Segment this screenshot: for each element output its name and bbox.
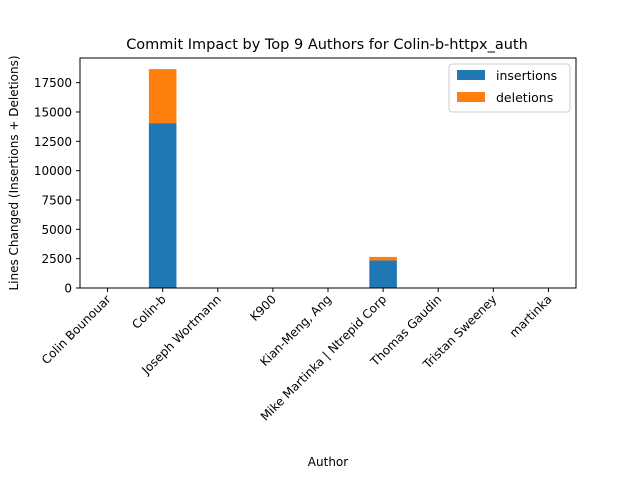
y-axis-title: Lines Changed (Insertions + Deletions) [7, 55, 21, 290]
y-tick-label: 10000 [34, 164, 72, 178]
y-tick-label: 17500 [34, 76, 72, 90]
bar-deletions-colin-b [148, 69, 177, 124]
bar-insertions-colin-b [148, 123, 177, 288]
legend-swatch-insertions [457, 70, 485, 80]
y-axis-ticks: 0 2500 5000 7500 10000 12500 15000 17500 [34, 76, 80, 296]
legend-label-insertions: insertions [496, 68, 557, 83]
y-tick-label: 7500 [41, 193, 72, 207]
legend-label-deletions: deletions [496, 90, 553, 105]
bars-layer [148, 69, 397, 288]
legend: insertions deletions [448, 63, 571, 113]
y-tick-label: 5000 [41, 223, 72, 237]
y-tick-label: 15000 [34, 105, 72, 119]
y-tick-label: 0 [64, 282, 72, 296]
x-axis-title: Author [308, 455, 348, 469]
bar-insertions-mike-martinka-ntrepid-corp [369, 260, 397, 288]
chart-title: Commit Impact by Top 9 Authors for Colin… [126, 37, 528, 53]
legend-swatch-deletions [457, 92, 485, 102]
bar-deletions-mike-martinka-ntrepid-corp [369, 256, 397, 261]
y-tick-label: 12500 [34, 135, 72, 149]
y-tick-label: 2500 [41, 252, 72, 266]
